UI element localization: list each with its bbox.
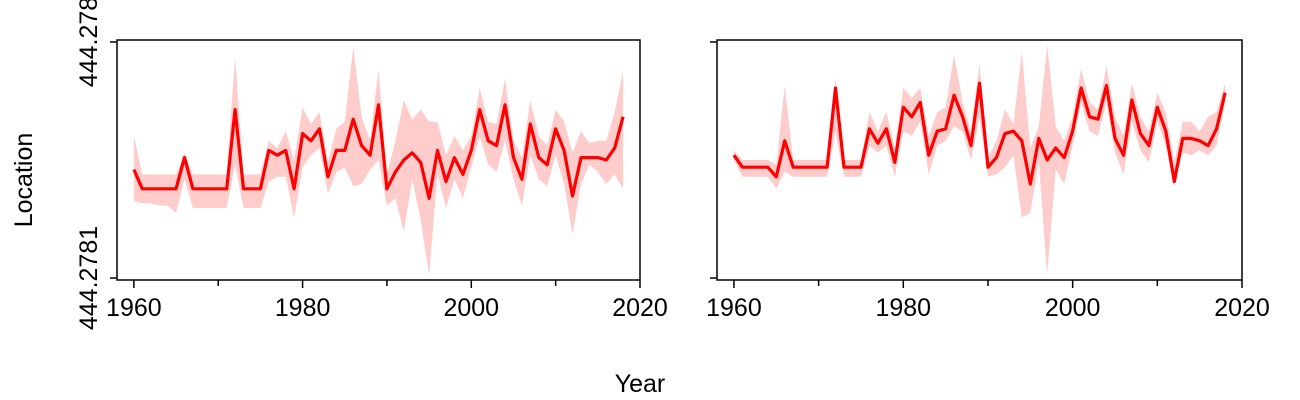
x-tick-label: 1980 <box>875 294 931 322</box>
plot-frame <box>716 39 1243 281</box>
y-tick-label: 444.278 <box>75 0 103 87</box>
x-tick-label: 2020 <box>1214 294 1270 322</box>
series-line <box>132 103 625 200</box>
x-tick-label: 2020 <box>612 294 668 322</box>
x-tick-label: 1980 <box>275 294 331 322</box>
x-tick-label: 2000 <box>1045 294 1101 322</box>
confidence-band <box>133 47 624 276</box>
x-tick-label: 1960 <box>706 294 762 322</box>
panel-right: 1960 1980 2000 2020 <box>706 39 1270 322</box>
x-tick-label: 2000 <box>443 294 499 322</box>
x-tick-label: 1960 <box>106 294 162 322</box>
y-tick-label: 444.2781 <box>75 226 103 330</box>
x-axis-title: Year <box>615 370 666 398</box>
confidence-band <box>733 44 1226 276</box>
plot-frame <box>116 39 641 281</box>
panel-left: 1960 1980 2000 2020 444.2781 444.278 <box>75 0 668 330</box>
y-axis-title: Location <box>10 133 38 228</box>
series-line <box>732 81 1227 186</box>
